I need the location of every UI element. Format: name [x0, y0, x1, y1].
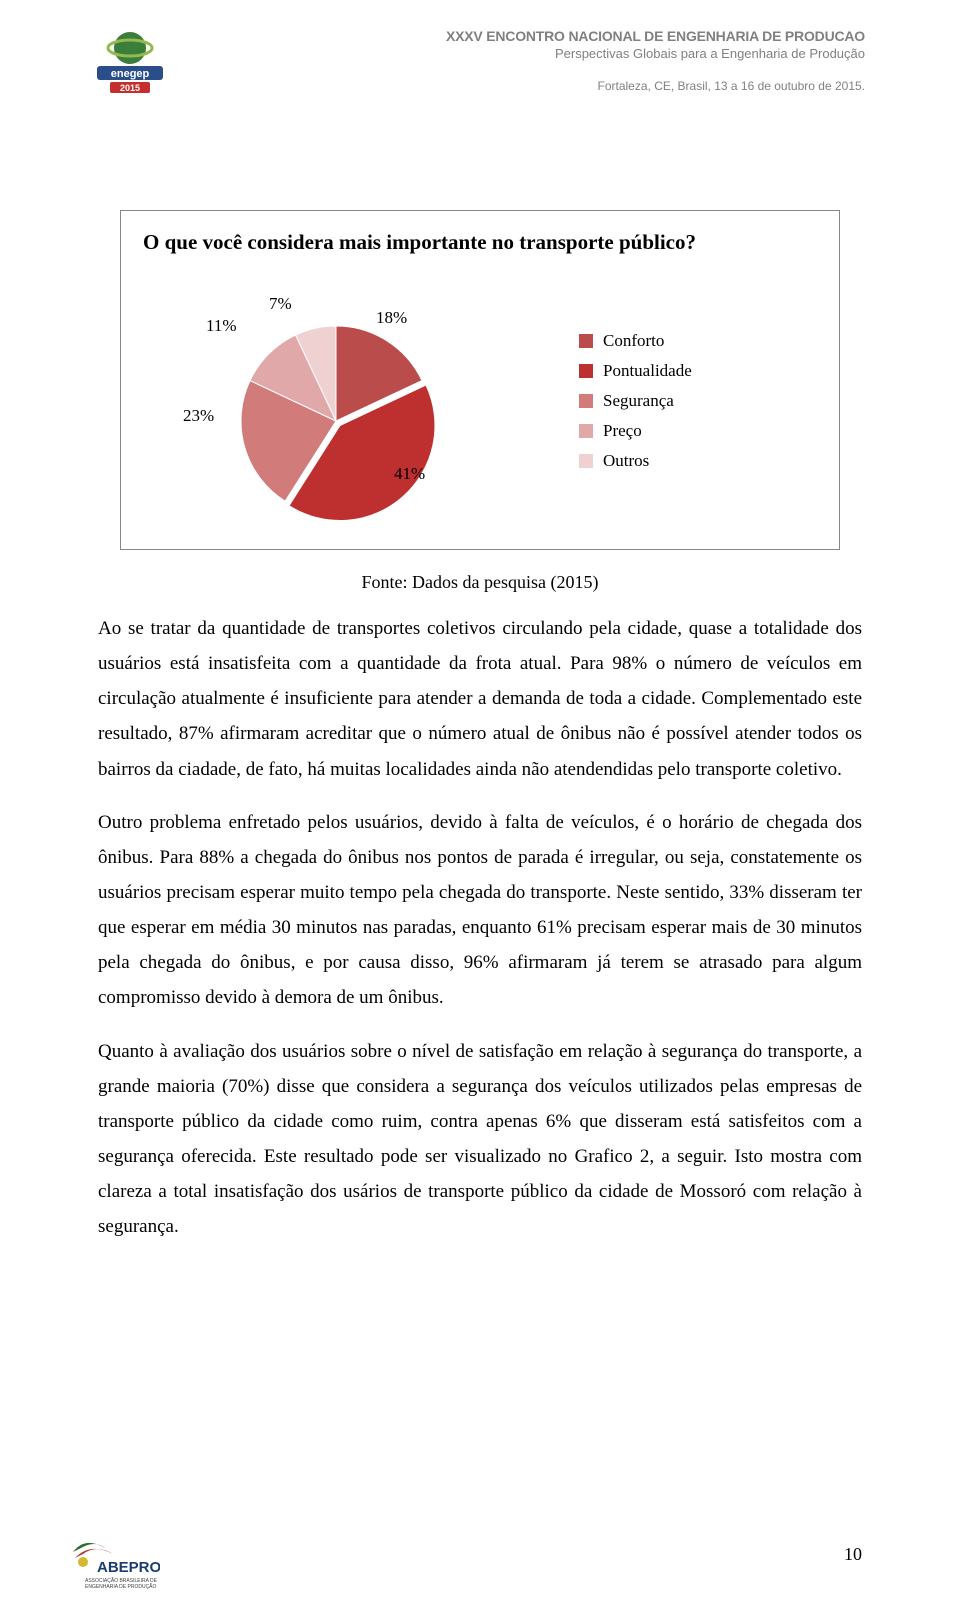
abepro-logo: ABEPRO ASSOCIAÇÃO BRASILEIRA DE ENGENHAR…	[65, 1534, 160, 1589]
legend-swatch-2	[579, 394, 593, 408]
figure-caption: Fonte: Dados da pesquisa (2015)	[0, 572, 960, 593]
pie-chart-area: 18% 41% 23% 11% 7%	[181, 306, 471, 536]
legend-swatch-0	[579, 334, 593, 348]
conference-subtitle: Perspectivas Globais para a Engenharia d…	[95, 46, 865, 61]
pie-chart-figure: O que você considera mais importante no …	[120, 210, 840, 550]
paragraph-1: Ao se tratar da quantidade de transporte…	[98, 611, 862, 787]
pie-pct-label-3: 11%	[206, 316, 237, 336]
conference-title: XXXV ENCONTRO NACIONAL DE ENGENHARIA DE …	[95, 28, 865, 44]
legend-item-4: Outros	[579, 451, 759, 471]
pie-pct-label-2: 23%	[183, 406, 214, 426]
chart-legend: Conforto Pontualidade Segurança Preço Ou…	[579, 331, 759, 481]
legend-swatch-3	[579, 424, 593, 438]
pie-pct-label-4: 7%	[269, 294, 292, 314]
legend-label-4: Outros	[603, 451, 649, 471]
svg-text:ENGENHARIA DE PRODUÇÃO: ENGENHARIA DE PRODUÇÃO	[85, 1583, 157, 1589]
svg-text:ASSOCIAÇÃO BRASILEIRA DE: ASSOCIAÇÃO BRASILEIRA DE	[85, 1577, 158, 1584]
legend-swatch-4	[579, 454, 593, 468]
legend-label-0: Conforto	[603, 331, 664, 351]
pie-pct-label-0: 18%	[376, 308, 407, 328]
page-header: enegep 2015 XXXV ENCONTRO NACIONAL DE EN…	[0, 0, 960, 130]
chart-title: O que você considera mais importante no …	[143, 229, 817, 255]
legend-label-1: Pontualidade	[603, 361, 692, 381]
legend-label-2: Segurança	[603, 391, 674, 411]
pie-chart-svg	[211, 306, 461, 536]
legend-item-2: Segurança	[579, 391, 759, 411]
svg-text:enegep: enegep	[111, 68, 150, 80]
enegep-logo: enegep 2015	[85, 26, 175, 96]
svg-text:ABEPRO: ABEPRO	[97, 1559, 160, 1576]
pie-pct-label-1: 41%	[394, 464, 425, 484]
page-number: 10	[844, 1544, 862, 1565]
paragraph-3: Quanto à avaliação dos usuários sobre o …	[98, 1034, 862, 1245]
header-text: XXXV ENCONTRO NACIONAL DE ENGENHARIA DE …	[95, 26, 865, 93]
legend-item-3: Preço	[579, 421, 759, 441]
legend-item-0: Conforto	[579, 331, 759, 351]
paragraph-2: Outro problema enfretado pelos usuários,…	[98, 805, 862, 1016]
legend-label-3: Preço	[603, 421, 642, 441]
legend-item-1: Pontualidade	[579, 361, 759, 381]
body-text: Ao se tratar da quantidade de transporte…	[98, 611, 862, 1244]
svg-text:2015: 2015	[120, 83, 140, 93]
conference-location-date: Fortaleza, CE, Brasil, 13 a 16 de outubr…	[95, 79, 865, 93]
legend-swatch-1	[579, 364, 593, 378]
